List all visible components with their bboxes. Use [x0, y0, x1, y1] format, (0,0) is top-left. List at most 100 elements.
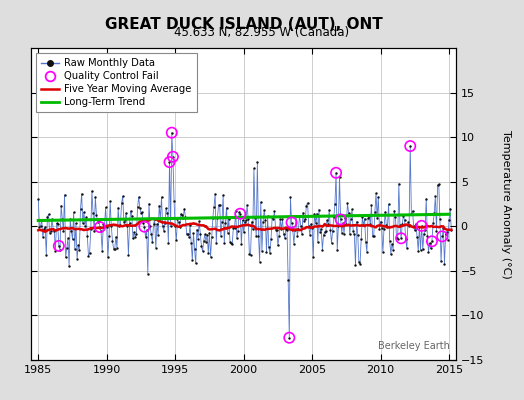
- Point: [73, 256, 81, 262]
- Point: [412, 220, 420, 227]
- Point: [59, 227, 68, 234]
- Point: [316, 228, 324, 235]
- Point: [305, 232, 314, 238]
- Point: [140, 224, 149, 230]
- Point: [67, 228, 75, 234]
- Point: [208, 234, 216, 240]
- Point: [263, 248, 271, 255]
- Point: [169, 154, 177, 160]
- Point: [391, 214, 400, 220]
- Point: [180, 206, 189, 212]
- Point: [243, 202, 252, 208]
- Point: [235, 209, 243, 215]
- Point: [210, 204, 218, 210]
- Point: [146, 223, 154, 229]
- Point: [92, 212, 101, 218]
- Point: [164, 240, 172, 246]
- Point: [82, 214, 91, 220]
- Point: [344, 209, 353, 216]
- Point: [307, 221, 315, 227]
- Point: [176, 223, 184, 230]
- Point: [203, 232, 211, 238]
- Title: GREAT DUCK ISLAND (AUT), ONT: GREAT DUCK ISLAND (AUT), ONT: [105, 16, 383, 32]
- Point: [250, 165, 258, 172]
- Point: [424, 248, 433, 255]
- Point: [137, 210, 145, 216]
- Point: [386, 238, 394, 244]
- Point: [353, 218, 361, 225]
- Point: [274, 242, 282, 249]
- Point: [181, 214, 190, 220]
- Point: [444, 237, 452, 244]
- Point: [375, 226, 384, 232]
- Point: [75, 247, 83, 254]
- Point: [397, 235, 405, 242]
- Point: [56, 246, 64, 253]
- Point: [112, 234, 120, 240]
- Point: [420, 230, 428, 237]
- Point: [161, 220, 169, 226]
- Point: [154, 232, 162, 238]
- Point: [183, 231, 192, 237]
- Point: [325, 207, 333, 213]
- Point: [93, 219, 102, 225]
- Point: [177, 211, 185, 217]
- Point: [366, 221, 375, 228]
- Point: [43, 214, 51, 220]
- Point: [237, 241, 246, 248]
- Point: [342, 221, 351, 228]
- Point: [349, 228, 357, 234]
- Point: [367, 202, 376, 208]
- Point: [406, 143, 414, 149]
- Point: [343, 200, 352, 207]
- Point: [122, 210, 130, 216]
- Point: [236, 210, 244, 217]
- Point: [421, 227, 429, 234]
- Point: [150, 216, 159, 223]
- Point: [310, 210, 319, 217]
- Point: [80, 209, 88, 215]
- Point: [91, 194, 100, 200]
- Y-axis label: Temperature Anomaly (°C): Temperature Anomaly (°C): [501, 130, 511, 278]
- Point: [206, 254, 215, 260]
- Point: [277, 226, 286, 232]
- Point: [418, 223, 426, 229]
- Point: [99, 221, 107, 228]
- Point: [267, 236, 275, 242]
- Point: [170, 198, 178, 204]
- Point: [440, 260, 449, 267]
- Point: [431, 193, 440, 200]
- Point: [107, 223, 115, 230]
- Point: [404, 219, 412, 225]
- Point: [116, 221, 125, 228]
- Point: [329, 228, 337, 234]
- Point: [441, 231, 450, 238]
- Point: [356, 260, 364, 267]
- Point: [290, 240, 298, 247]
- Point: [425, 240, 434, 246]
- Point: [269, 216, 278, 222]
- Point: [297, 222, 305, 229]
- Point: [376, 218, 385, 225]
- Point: [168, 130, 176, 136]
- Point: [48, 216, 56, 222]
- Point: [131, 234, 139, 240]
- Point: [388, 240, 396, 247]
- Point: [354, 231, 362, 238]
- Point: [339, 220, 347, 226]
- Point: [165, 159, 173, 165]
- Point: [219, 192, 227, 198]
- Point: [204, 250, 212, 256]
- Point: [182, 231, 191, 237]
- Point: [399, 212, 408, 219]
- Point: [337, 230, 346, 236]
- Point: [103, 224, 111, 231]
- Point: [77, 206, 85, 212]
- Point: [272, 227, 281, 233]
- Point: [324, 221, 332, 227]
- Point: [97, 228, 105, 235]
- Point: [300, 218, 308, 224]
- Point: [309, 254, 318, 260]
- Point: [222, 204, 231, 211]
- Point: [364, 215, 372, 222]
